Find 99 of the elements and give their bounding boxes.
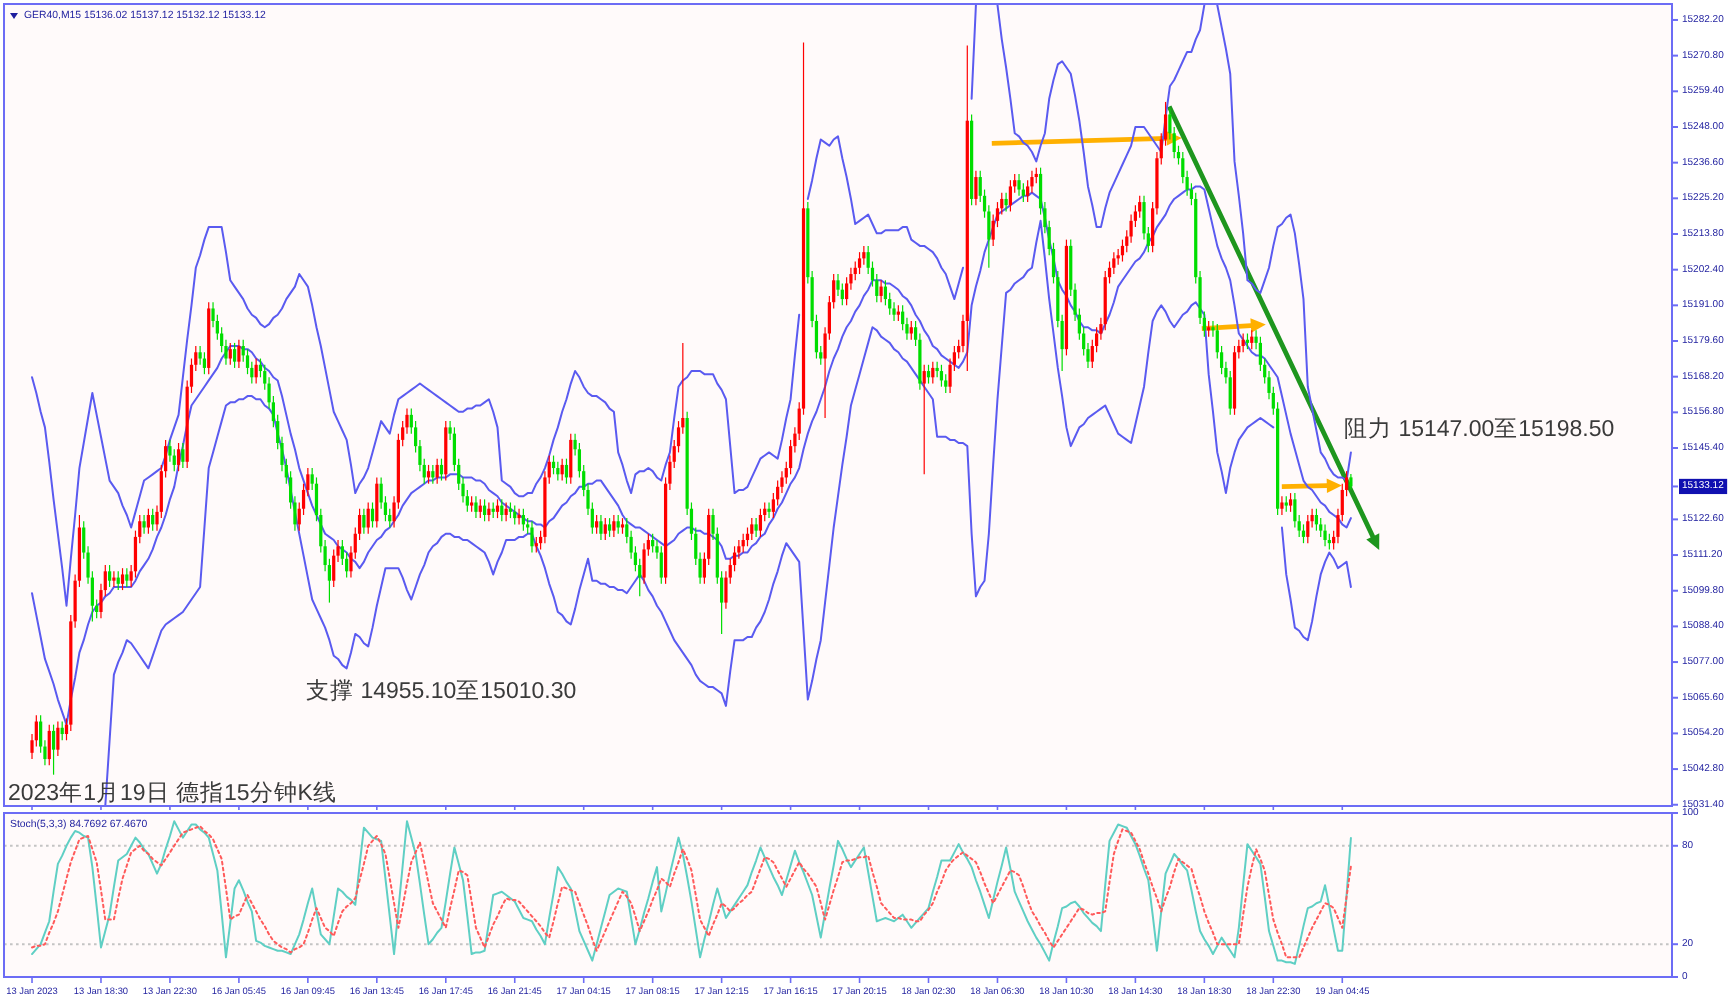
candlestick: [168, 439, 172, 463]
candlestick: [513, 505, 517, 525]
candlestick: [642, 542, 646, 585]
candlestick: [116, 570, 120, 591]
candlestick: [504, 501, 508, 522]
candlestick: [922, 364, 926, 475]
annotation: 支撑 14955.10至15010.30: [306, 678, 577, 704]
candlestick: [482, 498, 487, 522]
candlestick: [931, 361, 935, 385]
candlestick: [1017, 173, 1021, 197]
candlestick: [1112, 251, 1116, 275]
candlestick: [500, 498, 504, 522]
candlestick: [1026, 179, 1030, 203]
candlestick: [112, 570, 116, 588]
candlestick: [750, 517, 754, 541]
candlestick: [599, 514, 603, 541]
candlestick: [840, 282, 844, 306]
candlestick: [151, 508, 155, 532]
candlestick: [1293, 492, 1297, 529]
candlestick: [1021, 182, 1025, 203]
candlestick: [551, 454, 556, 475]
candlestick: [47, 724, 51, 766]
candlestick: [1301, 523, 1306, 544]
candlestick: [474, 495, 478, 519]
candlestick: [1008, 179, 1013, 213]
candlestick: [254, 357, 258, 385]
candlestick: [944, 373, 948, 394]
candlestick: [146, 508, 150, 535]
candlestick: [1030, 170, 1034, 194]
candlestick: [362, 508, 366, 535]
candlestick: [444, 420, 448, 482]
candlestick: [176, 442, 181, 472]
candlestick: [1323, 523, 1327, 547]
candlestick: [659, 545, 663, 585]
candlestick: [435, 458, 439, 485]
candlestick: [556, 461, 560, 482]
candlestick: [232, 342, 237, 369]
candlestick: [366, 501, 370, 535]
candlestick: [120, 567, 125, 591]
candlestick: [172, 448, 176, 472]
candlestick: [56, 720, 60, 757]
candlestick: [478, 498, 482, 519]
candlestick: [974, 170, 978, 206]
candlestick: [564, 458, 569, 485]
candlestick: [125, 567, 129, 588]
candlestick: [530, 520, 534, 554]
candlestick: [60, 720, 64, 741]
candlestick: [107, 564, 112, 588]
candlestick: [1314, 508, 1319, 532]
candlestick: [487, 501, 491, 522]
candlestick: [228, 342, 232, 366]
annotation: 阻力 15147.00至15198.50: [1344, 416, 1615, 442]
candlestick: [237, 339, 241, 369]
candlestick: [375, 476, 379, 529]
candlestick: [745, 526, 750, 547]
candlestick: [181, 442, 185, 469]
candlestick: [939, 364, 944, 388]
candlestick: [651, 533, 655, 554]
candlestick: [1241, 332, 1245, 353]
candlestick: [1228, 370, 1232, 416]
candlestick: [857, 251, 862, 275]
candlestick: [1288, 492, 1293, 513]
candlestick: [426, 464, 431, 485]
candlestick: [1306, 514, 1310, 544]
candlestick: [909, 320, 913, 341]
candlestick: [439, 458, 444, 482]
candlestick: [370, 501, 375, 529]
candlestick: [862, 245, 866, 266]
candlestick: [879, 279, 883, 303]
candlestick: [198, 345, 202, 366]
candlestick: [595, 514, 599, 535]
candlestick: [607, 517, 612, 538]
candlestick: [202, 351, 207, 375]
candlestick: [612, 514, 616, 538]
candlestick: [741, 533, 745, 554]
candlestick: [836, 273, 840, 297]
candlestick: [767, 501, 771, 519]
candlestick: [1129, 213, 1133, 244]
candlestick: [845, 276, 849, 306]
candlestick: [1004, 192, 1008, 213]
candlestick: [1250, 329, 1254, 350]
candlestick: [332, 548, 336, 588]
candlestick: [926, 364, 931, 385]
candlestick: [521, 508, 525, 532]
candlestick: [616, 514, 620, 535]
candlestick: [1319, 517, 1323, 538]
candlestick: [431, 464, 435, 485]
candlestick: [142, 514, 146, 535]
candlestick: [754, 517, 758, 538]
candlestick: [758, 508, 763, 538]
candlestick: [495, 498, 500, 519]
candlestick: [892, 301, 896, 322]
candlestick: [560, 458, 564, 482]
candlestick: [517, 508, 521, 525]
candlestick: [1280, 495, 1284, 516]
candlestick: [569, 433, 573, 485]
candlestick: [51, 724, 56, 776]
candlestick: [1138, 195, 1142, 219]
candlestick: [603, 517, 607, 541]
